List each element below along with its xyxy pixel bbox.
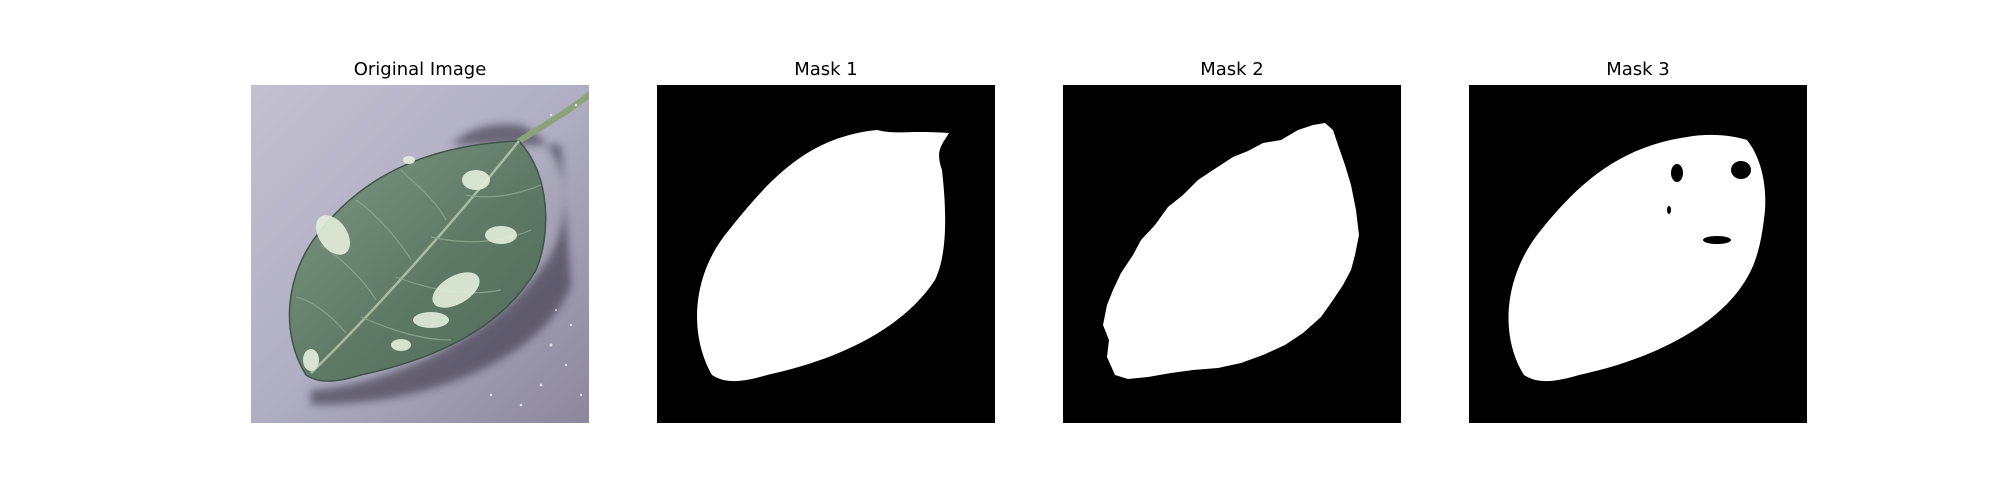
mask-holes [1667, 161, 1751, 244]
panel-title: Original Image [353, 59, 487, 80]
mask-leaf-region [697, 130, 949, 382]
panel-title: Mask 1 [794, 59, 858, 80]
panel-mask-2: Mask 2 [1063, 55, 1401, 423]
background-speckles [489, 103, 583, 407]
leaf-midrib [310, 140, 520, 374]
mask-leaf-region [1508, 134, 1766, 382]
mask-leaf-region [1103, 123, 1359, 379]
panel-title: Mask 3 [1606, 59, 1670, 80]
mildew-patches [303, 156, 517, 371]
panel-mask-1: Mask 1 [657, 55, 995, 423]
mask-3-image [1469, 85, 1807, 423]
mask-1-image [657, 85, 995, 423]
original-leaf-photo [251, 85, 589, 423]
panel-original-image: Original Image [251, 55, 589, 423]
mask-2-image [1063, 85, 1401, 423]
panel-title: Mask 2 [1200, 59, 1264, 80]
panel-mask-3: Mask 3 [1469, 55, 1807, 423]
leaf-shadow [311, 124, 571, 406]
leaf-stem [516, 92, 589, 144]
